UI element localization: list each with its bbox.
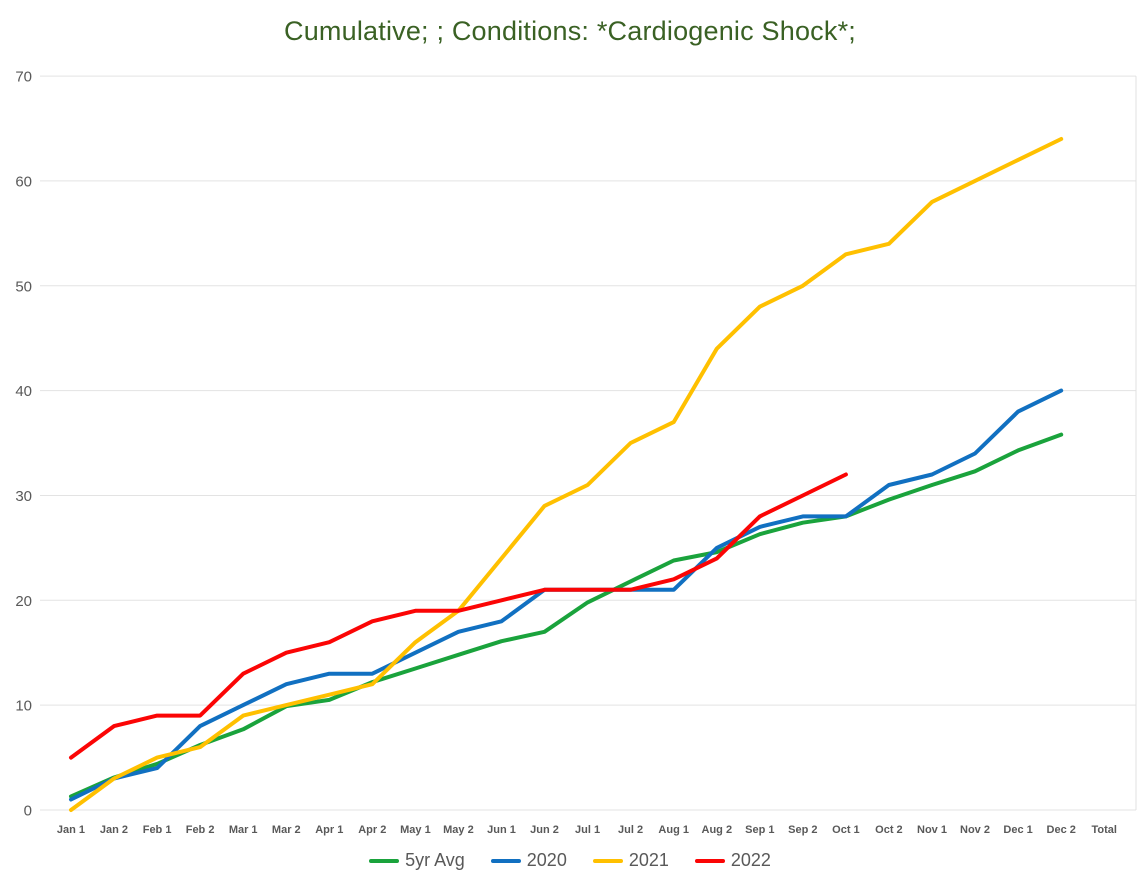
chart-title: Cumulative; ; Conditions: *Cardiogenic S… (284, 16, 856, 46)
x-axis-tick-label: Nov 2 (960, 824, 990, 836)
y-axis-tick-label: 50 (15, 278, 32, 295)
legend: 5yr Avg 2020 2021 2022 (0, 850, 1140, 871)
x-axis-tick-label: Sep 1 (745, 824, 774, 836)
legend-label: 2020 (526, 850, 567, 870)
x-axis-tick-label: Jan 2 (100, 824, 128, 836)
series-line-5yr-avg[interactable] (69, 432, 1064, 799)
series-line-2021[interactable] (69, 137, 1064, 812)
legend-label: 2021 (628, 850, 669, 870)
legend-item-2022[interactable]: 2022 (694, 850, 771, 871)
x-axis-tick-label: Jul 2 (618, 824, 643, 836)
legend-label: 2022 (730, 850, 771, 870)
x-axis-tick-label: Oct 2 (875, 824, 903, 836)
legend-item-2021[interactable]: 2021 (592, 850, 669, 871)
x-axis-tick-label: Sep 2 (788, 824, 817, 836)
legend-label: 5yr Avg (405, 850, 465, 870)
x-axis-tick-label: Jun 2 (530, 824, 559, 836)
series-line-2022[interactable] (69, 472, 848, 760)
legend-swatch-icon (694, 858, 725, 863)
y-axis-tick-label: 0 (24, 803, 32, 820)
x-axis-tick-label: Aug 1 (658, 824, 689, 836)
y-axis-tick-label: 30 (15, 488, 32, 505)
x-axis-tick-label: Feb 2 (186, 824, 215, 836)
x-axis-tick-label: May 2 (443, 824, 474, 836)
y-axis-tick-label: 10 (15, 698, 32, 715)
x-axis-tick-label: Jun 1 (487, 824, 516, 836)
legend-item-2020[interactable]: 2020 (490, 850, 567, 871)
x-axis-tick-label: Mar 1 (229, 824, 258, 836)
x-axis-tick-label: May 1 (400, 824, 431, 836)
x-axis-tick-label: Total (1091, 824, 1116, 836)
legend-swatch-icon (592, 858, 623, 863)
y-axis-tick-label: 70 (15, 69, 32, 86)
x-axis-tick-label: Nov 1 (917, 824, 947, 836)
legend-swatch-icon (369, 858, 400, 863)
x-axis-tick-label: Jan 1 (57, 824, 85, 836)
x-axis-tick-label: Feb 1 (143, 824, 172, 836)
y-axis-tick-label: 40 (15, 383, 32, 400)
x-axis-tick-label: Mar 2 (272, 824, 301, 836)
x-axis-tick-label: Jul 1 (575, 824, 600, 836)
y-axis-tick-label: 20 (15, 593, 32, 610)
x-axis-tick-label: Apr 1 (315, 824, 343, 836)
y-axis-tick-label: 60 (15, 173, 32, 190)
legend-item-5yr-avg[interactable]: 5yr Avg (369, 850, 465, 871)
legend-swatch-icon (490, 858, 521, 863)
x-axis-tick-label: Aug 2 (702, 824, 733, 836)
x-axis-tick-label: Apr 2 (358, 824, 386, 836)
x-axis-tick-label: Dec 2 (1047, 824, 1076, 836)
x-axis-tick-label: Dec 1 (1003, 824, 1032, 836)
x-axis-tick-label: Oct 1 (832, 824, 860, 836)
